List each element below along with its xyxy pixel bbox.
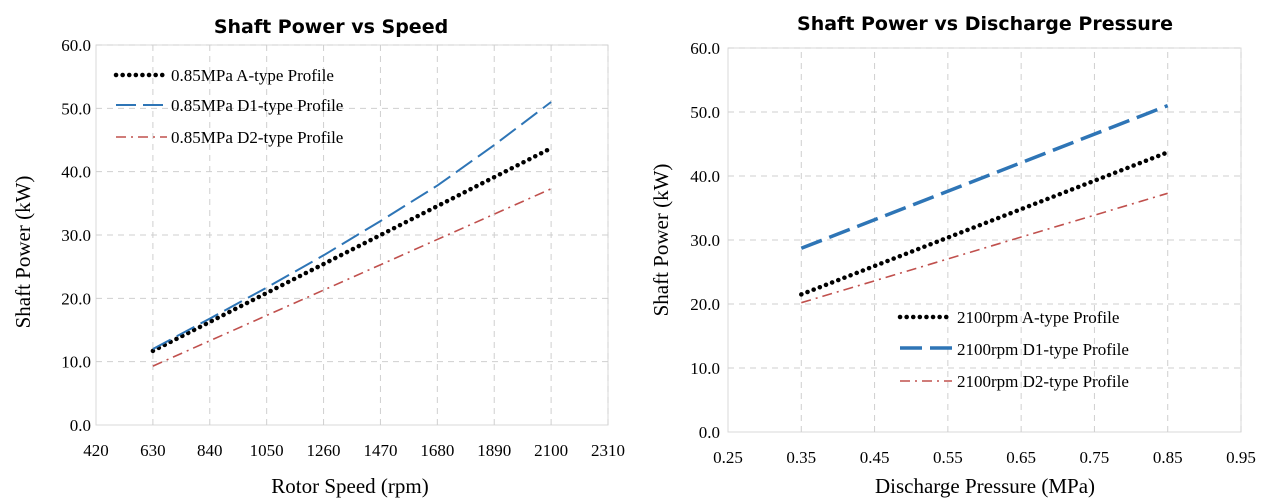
x-axis-label: Discharge Pressure (MPa)	[875, 474, 1095, 498]
y-tick-label: 50.0	[61, 99, 91, 118]
legend: 0.85MPa A-type Profile 0.85MPa D1-type P…	[113, 66, 343, 147]
chart-title: Shaft Power vs Speed	[214, 16, 448, 38]
y-tick-label: 40.0	[690, 167, 720, 186]
series-line-dashdot	[801, 192, 1168, 304]
y-tick-label: 0.0	[70, 416, 91, 435]
x-tick-label: 0.25	[713, 448, 743, 467]
y-tick-labels: 0.0 10.0 20.0 30.0 40.0 50.0 60.0	[690, 39, 720, 442]
y-tick-label: 0.0	[699, 423, 720, 442]
series-line-dashed	[800, 103, 1169, 250]
y-tick-label: 20.0	[690, 295, 720, 314]
y-tick-label: 30.0	[61, 226, 91, 245]
y-tick-labels: 0.0 10.0 20.0 30.0 40.0 50.0 60.0	[61, 36, 91, 435]
x-tick-label: 1050	[250, 441, 284, 460]
y-tick-label: 50.0	[690, 103, 720, 122]
series-line-dotted	[799, 150, 1170, 297]
y-tick-label: 10.0	[690, 359, 720, 378]
legend-label-d2: 2100rpm D2-type Profile	[957, 372, 1129, 391]
x-tick-labels: 420 630 840 1050 1260 1470 1680 1890 2100 2310	[83, 441, 625, 460]
x-tick-labels: 0.25 0.35 0.45 0.55 0.65 0.75 0.85 0.95	[713, 448, 1256, 467]
grid-lines	[96, 44, 609, 425]
x-tick-label: 0.35	[786, 448, 816, 467]
x-axis-label: Rotor Speed (rpm)	[271, 474, 428, 498]
y-axis-label: Shaft Power (kW)	[649, 164, 673, 317]
x-tick-label: 0.85	[1153, 448, 1183, 467]
legend: 2100rpm A-type Profile 2100rpm D1-type P…	[897, 308, 1129, 391]
legend-label-d1: 0.85MPa D1-type Profile	[171, 96, 343, 115]
x-tick-label: 630	[140, 441, 166, 460]
chart-pressure: Shaft Power vs Discharge Pressure 0.0 10.…	[649, 13, 1256, 498]
x-tick-label: 2100	[534, 441, 568, 460]
y-tick-label: 60.0	[690, 39, 720, 58]
series-lines	[150, 101, 554, 367]
x-tick-label: 0.45	[860, 448, 890, 467]
y-axis-label: Shaft Power (kW)	[11, 176, 35, 329]
x-tick-label: 840	[197, 441, 223, 460]
chart-title: Shaft Power vs Discharge Pressure	[797, 13, 1173, 35]
y-tick-label: 60.0	[61, 36, 91, 55]
x-tick-label: 1260	[307, 441, 341, 460]
x-tick-label: 1890	[477, 441, 511, 460]
x-tick-label: 1470	[363, 441, 397, 460]
x-tick-label: 0.95	[1226, 448, 1256, 467]
x-tick-label: 0.55	[933, 448, 963, 467]
x-tick-label: 0.75	[1080, 448, 1110, 467]
y-tick-label: 30.0	[690, 231, 720, 250]
series-line-dashed	[152, 101, 552, 350]
legend-label-a: 2100rpm A-type Profile	[957, 308, 1119, 327]
legend-label-d2: 0.85MPa D2-type Profile	[171, 128, 343, 147]
x-tick-label: 2310	[591, 441, 625, 460]
series-line-dotted	[150, 145, 554, 354]
chart-speed: Shaft Power vs Speed 0.0 10.0 20.0 30.0 40.0…	[11, 16, 625, 498]
y-tick-label: 20.0	[61, 289, 91, 308]
x-tick-label: 0.65	[1006, 448, 1036, 467]
series-lines	[799, 103, 1170, 304]
series-line-dashdot	[152, 188, 552, 367]
y-tick-label: 40.0	[61, 163, 91, 182]
y-tick-label: 10.0	[61, 353, 91, 372]
x-tick-label: 1680	[420, 441, 454, 460]
legend-label-d1: 2100rpm D1-type Profile	[957, 340, 1129, 359]
legend-label-a: 0.85MPa A-type Profile	[171, 66, 334, 85]
x-tick-label: 420	[83, 441, 109, 460]
